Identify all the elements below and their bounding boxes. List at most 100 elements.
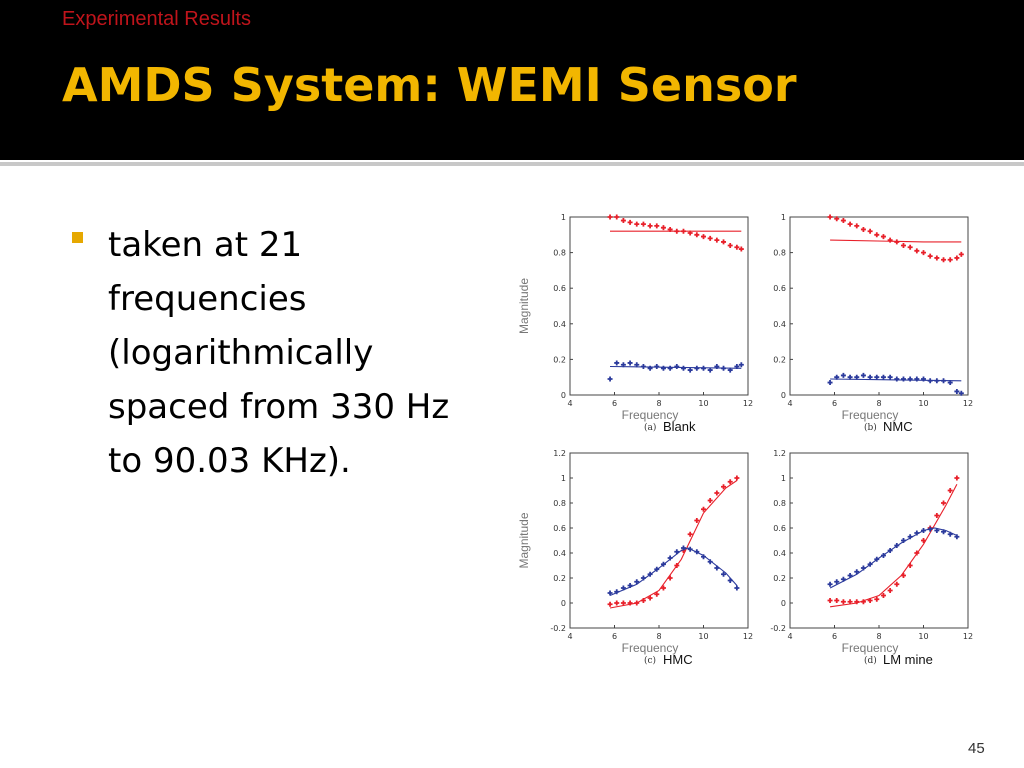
data-point-red <box>620 218 626 224</box>
data-point-blue <box>701 554 706 560</box>
data-point-red <box>894 239 900 245</box>
y-axis-label: Magnitude <box>517 512 531 568</box>
data-point-red <box>680 228 686 234</box>
data-point-blue <box>880 553 886 558</box>
data-point-blue <box>687 546 693 552</box>
data-point-blue <box>674 549 680 555</box>
x-axis-label: Frequency <box>622 641 679 655</box>
data-point-blue <box>667 365 673 371</box>
panel-tag: (d) <box>864 655 877 666</box>
chart-panel-2: 4 6 8 10 12 0 0.2 0.4 0.6 0.8 1 Frequency(b) NMC <box>773 213 973 434</box>
data-point-blue <box>654 364 660 370</box>
data-point-red <box>947 488 953 493</box>
y-tick-label: 0.8 <box>773 249 786 258</box>
data-point-blue <box>640 364 646 370</box>
x-tick-label: 6 <box>832 632 837 641</box>
data-point-blue <box>660 365 666 371</box>
data-point-red <box>927 253 933 259</box>
data-point-red <box>614 214 620 220</box>
data-point-blue <box>927 378 933 384</box>
data-point-red <box>947 257 953 263</box>
data-point-red <box>640 221 646 227</box>
data-point-blue <box>847 573 853 578</box>
data-point-blue <box>907 534 913 540</box>
data-point-blue <box>854 569 860 575</box>
x-tick-label: 10 <box>698 399 708 408</box>
data-point-blue <box>647 365 653 371</box>
data-point-blue <box>634 579 640 585</box>
data-point-red <box>874 596 880 602</box>
data-point-blue <box>880 374 886 380</box>
data-point-red <box>921 250 926 256</box>
bullet-marker-icon <box>72 232 83 243</box>
data-point-blue <box>887 548 893 553</box>
plot-frame <box>789 216 969 396</box>
x-tick-label: 6 <box>612 399 617 408</box>
x-tick-label: 6 <box>612 632 617 641</box>
data-point-blue <box>714 565 720 571</box>
y-tick-label: 0 <box>781 599 786 608</box>
y-tick-label: -0.2 <box>550 624 566 633</box>
data-point-blue <box>680 545 686 551</box>
x-tick-label: 10 <box>918 399 928 408</box>
data-point-blue <box>860 372 866 378</box>
data-point-red <box>840 218 846 224</box>
data-point-red <box>900 573 906 578</box>
data-point-blue <box>654 566 660 572</box>
y-tick-label: 0.4 <box>553 320 566 329</box>
data-point-blue <box>934 378 940 384</box>
data-point-red <box>914 248 920 254</box>
data-point-red <box>727 242 733 248</box>
y-tick-label: 0.6 <box>773 284 786 293</box>
panel-tag: (a) <box>644 422 656 433</box>
data-point-blue <box>927 526 933 532</box>
data-point-blue <box>914 376 920 382</box>
data-point-red <box>687 531 693 537</box>
y-tick-label: 0.2 <box>773 355 786 364</box>
data-point-blue <box>614 589 620 595</box>
data-point-red <box>667 575 673 581</box>
data-point-blue <box>694 549 700 555</box>
y-tick-label: 0 <box>781 391 786 400</box>
data-point-red <box>840 599 846 605</box>
plot-frame <box>569 216 749 396</box>
x-tick-label: 4 <box>787 399 792 408</box>
x-tick-label: 10 <box>698 632 708 641</box>
data-point-blue <box>727 578 733 583</box>
header-divider <box>0 162 1024 166</box>
data-point-blue <box>867 374 873 380</box>
data-point-blue <box>687 367 693 373</box>
data-point-red <box>721 484 727 490</box>
bullet-text: taken at 21 frequencies (logarithmically… <box>108 225 450 481</box>
panel-caption: Blank <box>663 419 696 434</box>
slide-number: 45 <box>968 740 985 757</box>
data-point-blue <box>947 531 953 537</box>
y-tick-label: -0.2 <box>770 624 786 633</box>
data-point-blue <box>894 543 900 548</box>
y-tick-label: 1.2 <box>553 449 566 458</box>
y-tick-label: 0.2 <box>773 574 786 583</box>
data-point-blue <box>667 555 673 561</box>
data-point-blue <box>874 374 880 380</box>
data-point-blue <box>840 372 846 378</box>
data-point-blue <box>847 374 853 380</box>
data-point-blue <box>921 376 926 382</box>
data-point-blue <box>900 376 906 382</box>
data-point-red <box>941 257 947 263</box>
panel-tag: (c) <box>644 655 656 666</box>
data-point-blue <box>614 360 620 366</box>
data-point-red <box>627 600 633 606</box>
data-point-blue <box>734 585 740 591</box>
slide-title: AMDS System: WEMI Sensor <box>62 58 797 112</box>
data-point-blue <box>721 571 727 577</box>
data-point-blue <box>738 362 744 368</box>
plot-frame <box>569 452 749 629</box>
data-point-blue <box>620 585 626 591</box>
data-point-blue <box>627 360 633 366</box>
data-point-red <box>934 513 940 518</box>
data-point-red <box>647 223 653 229</box>
x-axis-label: Frequency <box>842 641 899 655</box>
data-point-blue <box>734 364 740 370</box>
data-point-red <box>707 235 713 241</box>
data-point-blue <box>714 364 720 370</box>
